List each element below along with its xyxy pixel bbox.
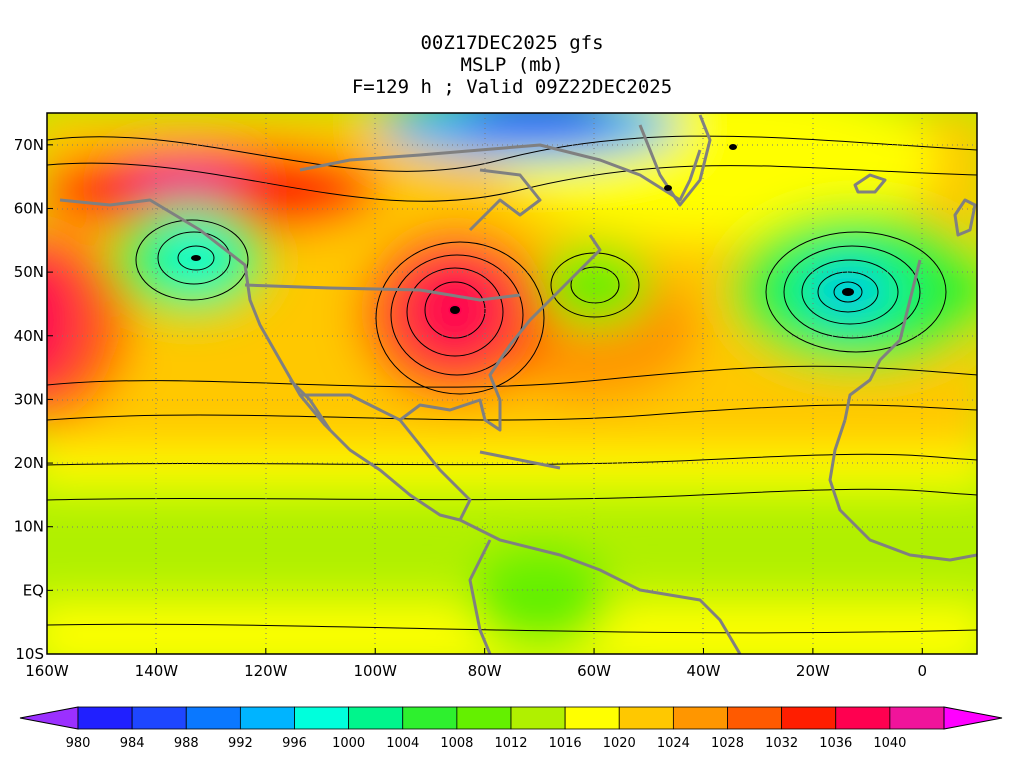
colorbar-bin-5 [348,706,404,730]
field-amazon-1008 [470,550,610,650]
field-arctic-low-984 [460,113,620,138]
colorbar-label-1008: 1008 [440,736,473,751]
colorbar-bin-3 [239,706,295,730]
title-variable: MSLP (mb) [460,54,564,76]
coast-europe [843,259,922,421]
title-block: 00Z17DEC2025 gfs MSLP (mb) F=129 h ; Val… [0,32,1024,98]
coast-cuba [479,450,561,470]
coast-canada-arctic [299,143,702,202]
colorbar-bin-1 [131,706,187,730]
lat-lon-grid [47,113,977,654]
plot-frame [46,112,978,655]
colorbar-bin-15 [889,706,945,730]
lat-label-10s: 10S [15,645,44,663]
coast-baja [288,378,332,431]
colorbar-bin-11 [672,706,728,730]
coast-south-america [459,518,742,654]
lon-label-120w: 120W [244,662,288,680]
lon-label-140w: 140W [135,662,179,680]
coast-greenland [638,114,712,207]
colorbar-label-996: 996 [282,736,307,751]
pressure-centers [191,144,854,314]
lat-label-20n: 20N [14,454,44,472]
colorbar-label-1028: 1028 [711,736,744,751]
map-plot-area [46,112,978,655]
colorbar-bin-9 [564,706,620,730]
isobars [47,135,977,634]
lat-label-eq: EQ [23,581,44,599]
coastlines [59,114,977,654]
colorbar-max-arrow [943,706,1003,730]
colorbar-bin-2 [185,706,241,730]
pressure-field [47,113,977,654]
lat-label-70n: 70N [14,136,44,154]
colorbar-label-1036: 1036 [819,736,852,751]
colorbar-bin-4 [294,706,350,730]
lat-label-10n: 10N [14,518,44,536]
colorbar-bin-6 [402,706,458,730]
boundary-us-mexico [300,393,401,422]
colorbar-label-1032: 1032 [765,736,798,751]
title-valid-time: F=129 h ; Valid 09Z22DEC2025 [351,76,673,98]
longitude-axis: 160W 140W 120W 100W 80W 60W 40W 20W 0 [25,648,927,680]
lon-label-160w: 160W [25,662,69,680]
coast-iceland [853,173,887,194]
lat-label-50n: 50N [14,263,44,281]
coast-uk [953,198,977,237]
title-run-info: 00Z17DEC2025 gfs [420,32,604,54]
colorbar-label-988: 988 [174,736,199,751]
colorbar-bin-14 [835,706,891,730]
lat-label-30n: 30N [14,390,44,408]
colorbar-bin-13 [781,706,837,730]
colorbar-label-1004: 1004 [386,736,419,751]
lon-label-100w: 100W [354,662,398,680]
colorbar-bin-12 [727,706,783,730]
colorbar-label-980: 980 [66,736,91,751]
colorbar-label-1012: 1012 [494,736,527,751]
colorbar-label-992: 992 [228,736,253,751]
lon-label-40w: 40W [687,662,721,680]
field-nf-low-1008 [540,245,650,325]
colorbar-label-1040: 1040 [873,736,906,751]
colorbar-bin-8 [510,706,566,730]
lon-label-80w: 80W [468,662,502,680]
coast-africa [828,419,977,562]
coast-north-america-west [59,198,461,522]
colorbar-label-1000: 1000 [332,736,365,751]
coast-hudson-bay [468,168,542,232]
colorbar-min-arrow [19,706,79,730]
lon-label-0: 0 [918,662,928,680]
colorbar-label-1024: 1024 [657,736,690,751]
colorbar-bin-10 [618,706,674,730]
lon-label-20w: 20W [796,662,830,680]
colorbar-label-1020: 1020 [603,736,636,751]
coast-gulf-of-mexico [398,234,602,521]
colorbar: 980 984 988 992 996 1000 1004 1008 1012 1016 1020 1… [19,706,1003,751]
boundary-us-canada [244,283,521,302]
colorbar-bin-0 [77,706,133,730]
field-pac-high-1036 [47,254,80,386]
colorbar-label-984: 984 [120,736,145,751]
coast-south-america-west [468,539,492,654]
latitude-axis: 70N 60N 50N 40N 30N 20N 10N EQ 10S [14,136,53,663]
colorbar-bin-7 [456,706,512,730]
lat-label-40n: 40N [14,327,44,345]
colorbar-label-1016: 1016 [549,736,582,751]
lon-label-60w: 60W [577,662,611,680]
lat-label-60n: 60N [14,199,44,217]
